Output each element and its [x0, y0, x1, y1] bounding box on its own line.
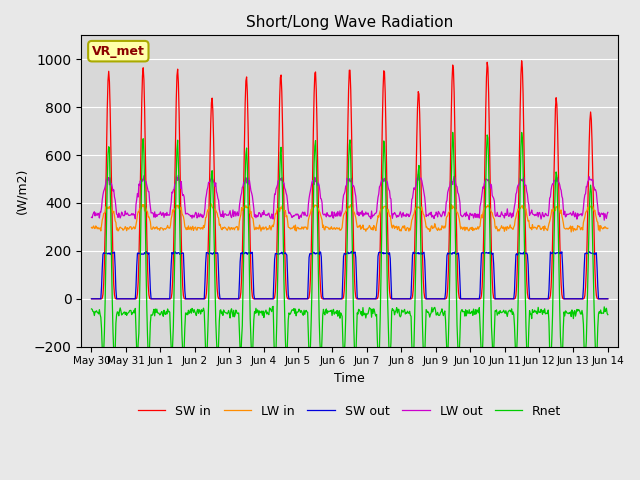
- Line: SW in: SW in: [92, 61, 608, 299]
- SW out: [413, 251, 420, 256]
- LW out: [88, 215, 95, 220]
- LW in: [97, 228, 105, 234]
- LW in: [428, 223, 436, 228]
- SW in: [88, 296, 95, 302]
- SW out: [230, 296, 238, 302]
- LW in: [202, 214, 210, 220]
- SW in: [604, 296, 612, 302]
- SW out: [204, 250, 211, 255]
- Line: SW out: SW out: [92, 252, 608, 299]
- SW in: [412, 173, 420, 179]
- LW out: [412, 182, 420, 188]
- SW in: [230, 296, 237, 302]
- SW in: [428, 296, 435, 302]
- LW out: [230, 214, 237, 219]
- LW in: [568, 229, 575, 235]
- LW in: [413, 204, 420, 210]
- Text: VR_met: VR_met: [92, 45, 145, 58]
- Legend: SW in, LW in, SW out, LW out, Rnet: SW in, LW in, SW out, LW out, Rnet: [133, 400, 566, 423]
- LW in: [207, 201, 215, 207]
- SW out: [142, 249, 150, 254]
- LW out: [415, 171, 422, 177]
- Rnet: [593, 364, 600, 370]
- LW out: [202, 192, 210, 198]
- SW in: [202, 291, 210, 297]
- Rnet: [97, 314, 105, 320]
- LW in: [88, 225, 95, 230]
- Rnet: [150, 306, 158, 312]
- Rnet: [202, 359, 210, 365]
- SW out: [88, 296, 95, 302]
- LW out: [150, 214, 158, 220]
- X-axis label: Time: Time: [334, 372, 365, 385]
- LW in: [230, 227, 238, 233]
- SW out: [151, 296, 159, 302]
- Line: LW in: LW in: [92, 204, 608, 232]
- LW out: [97, 209, 105, 215]
- LW in: [604, 225, 612, 231]
- Rnet: [604, 312, 612, 318]
- SW in: [150, 296, 158, 302]
- Rnet: [230, 308, 237, 313]
- Rnet: [428, 310, 435, 316]
- Y-axis label: (W/m2): (W/m2): [15, 168, 28, 214]
- Rnet: [88, 306, 95, 312]
- Line: LW out: LW out: [92, 174, 608, 220]
- Title: Short/Long Wave Radiation: Short/Long Wave Radiation: [246, 15, 453, 30]
- Rnet: [412, 243, 420, 249]
- LW out: [604, 209, 612, 215]
- SW out: [428, 296, 436, 302]
- Rnet: [449, 130, 456, 135]
- LW out: [428, 214, 436, 220]
- SW out: [604, 296, 612, 302]
- Line: Rnet: Rnet: [92, 132, 608, 367]
- SW in: [97, 296, 105, 302]
- LW out: [600, 217, 608, 223]
- LW in: [150, 225, 158, 230]
- SW out: [97, 296, 105, 302]
- SW in: [518, 58, 525, 64]
